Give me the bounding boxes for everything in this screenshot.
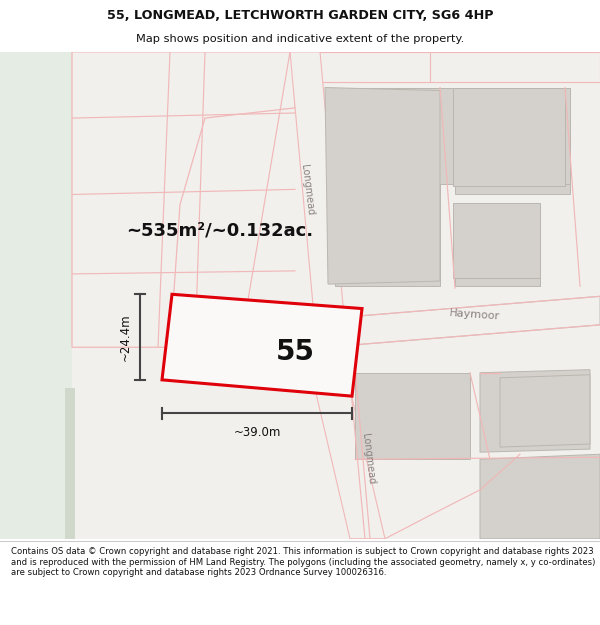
Text: ~535m²/~0.132ac.: ~535m²/~0.132ac. [127, 221, 314, 239]
Polygon shape [0, 52, 72, 539]
Polygon shape [250, 296, 600, 353]
Text: Longmead: Longmead [360, 433, 376, 486]
Text: Map shows position and indicative extent of the property.: Map shows position and indicative extent… [136, 34, 464, 44]
Polygon shape [455, 210, 540, 286]
Polygon shape [335, 88, 440, 286]
Polygon shape [325, 88, 440, 284]
Polygon shape [295, 52, 600, 82]
Text: Haymoor: Haymoor [449, 308, 501, 321]
Polygon shape [455, 88, 570, 194]
Polygon shape [395, 88, 570, 184]
Polygon shape [162, 294, 362, 396]
Text: Longmead: Longmead [299, 163, 315, 216]
Polygon shape [72, 52, 295, 348]
Polygon shape [500, 375, 590, 447]
Polygon shape [310, 52, 430, 82]
Text: ~39.0m: ~39.0m [233, 426, 281, 439]
Polygon shape [355, 372, 470, 459]
Polygon shape [310, 368, 385, 539]
Text: ~24.4m: ~24.4m [119, 313, 132, 361]
Text: 55, LONGMEAD, LETCHWORTH GARDEN CITY, SG6 4HP: 55, LONGMEAD, LETCHWORTH GARDEN CITY, SG… [107, 9, 493, 22]
Polygon shape [290, 52, 345, 327]
Text: Contains OS data © Crown copyright and database right 2021. This information is : Contains OS data © Crown copyright and d… [11, 548, 595, 577]
Bar [65, 388, 75, 539]
Polygon shape [453, 202, 540, 278]
Polygon shape [480, 369, 590, 452]
Polygon shape [453, 88, 565, 186]
Text: 55: 55 [275, 338, 314, 366]
Polygon shape [480, 454, 600, 539]
Polygon shape [0, 52, 72, 539]
